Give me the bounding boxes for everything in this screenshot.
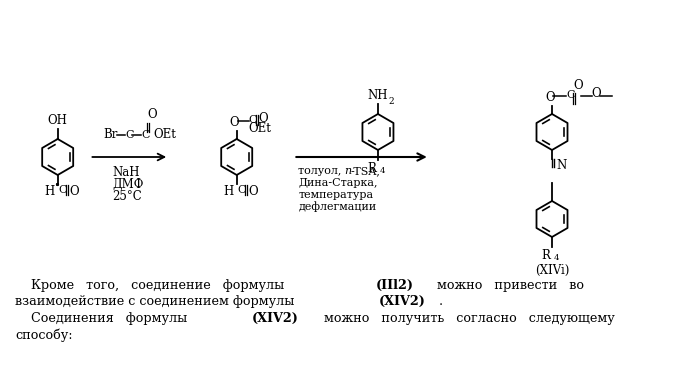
Text: дефлегмации: дефлегмации [298,201,377,212]
Text: Кроме   того,   соединение   формулы: Кроме того, соединение формулы [15,279,296,292]
Text: (XIV2): (XIV2) [252,312,298,325]
Text: 4: 4 [554,254,559,262]
Text: толуол,: толуол, [298,166,345,176]
Text: n: n [344,166,352,176]
Text: 25°C: 25°C [113,189,142,203]
Text: (IIl2): (IIl2) [376,279,414,292]
Text: O: O [573,79,582,92]
Text: O: O [592,87,601,100]
Text: C: C [59,185,67,195]
Text: H: H [224,185,233,198]
Text: O: O [147,108,157,121]
Text: (XIV2): (XIV2) [379,295,426,308]
Text: Br: Br [103,128,118,142]
Text: NaH: NaH [113,166,140,178]
Text: C: C [249,115,257,125]
Text: OEt: OEt [153,128,176,142]
Text: 4: 4 [380,167,385,175]
Text: температура: температура [298,190,373,200]
Text: 2: 2 [389,97,394,106]
Text: OH: OH [48,114,68,127]
Text: (XIVi): (XIVi) [535,264,569,277]
Text: ДМФ: ДМФ [113,178,144,190]
Text: C: C [141,130,150,140]
Text: C: C [125,130,134,140]
Text: способу:: способу: [15,329,73,342]
Text: взаимодействие с соединением формулы: взаимодействие с соединением формулы [15,295,298,308]
Text: O: O [259,112,268,125]
Text: можно   получить   согласно   следующему: можно получить согласно следующему [312,312,614,325]
Text: R: R [541,249,550,262]
Text: Соединения   формулы: Соединения формулы [15,312,199,325]
Text: C: C [566,90,575,100]
Text: H: H [45,185,55,198]
Text: O: O [249,185,258,198]
Text: N: N [556,159,566,172]
Text: NH: NH [368,89,388,102]
Text: C: C [238,185,246,195]
Text: R: R [367,162,376,175]
Text: Дина-Старка,: Дина-Старка, [298,178,378,188]
Text: -TSA,: -TSA, [350,166,380,176]
Text: O: O [70,185,79,198]
Text: можно   привести   во: можно привести во [424,279,584,292]
Text: O: O [230,116,239,129]
Text: OEt: OEt [249,122,271,135]
Text: .: . [439,295,443,308]
Text: O: O [545,91,555,104]
